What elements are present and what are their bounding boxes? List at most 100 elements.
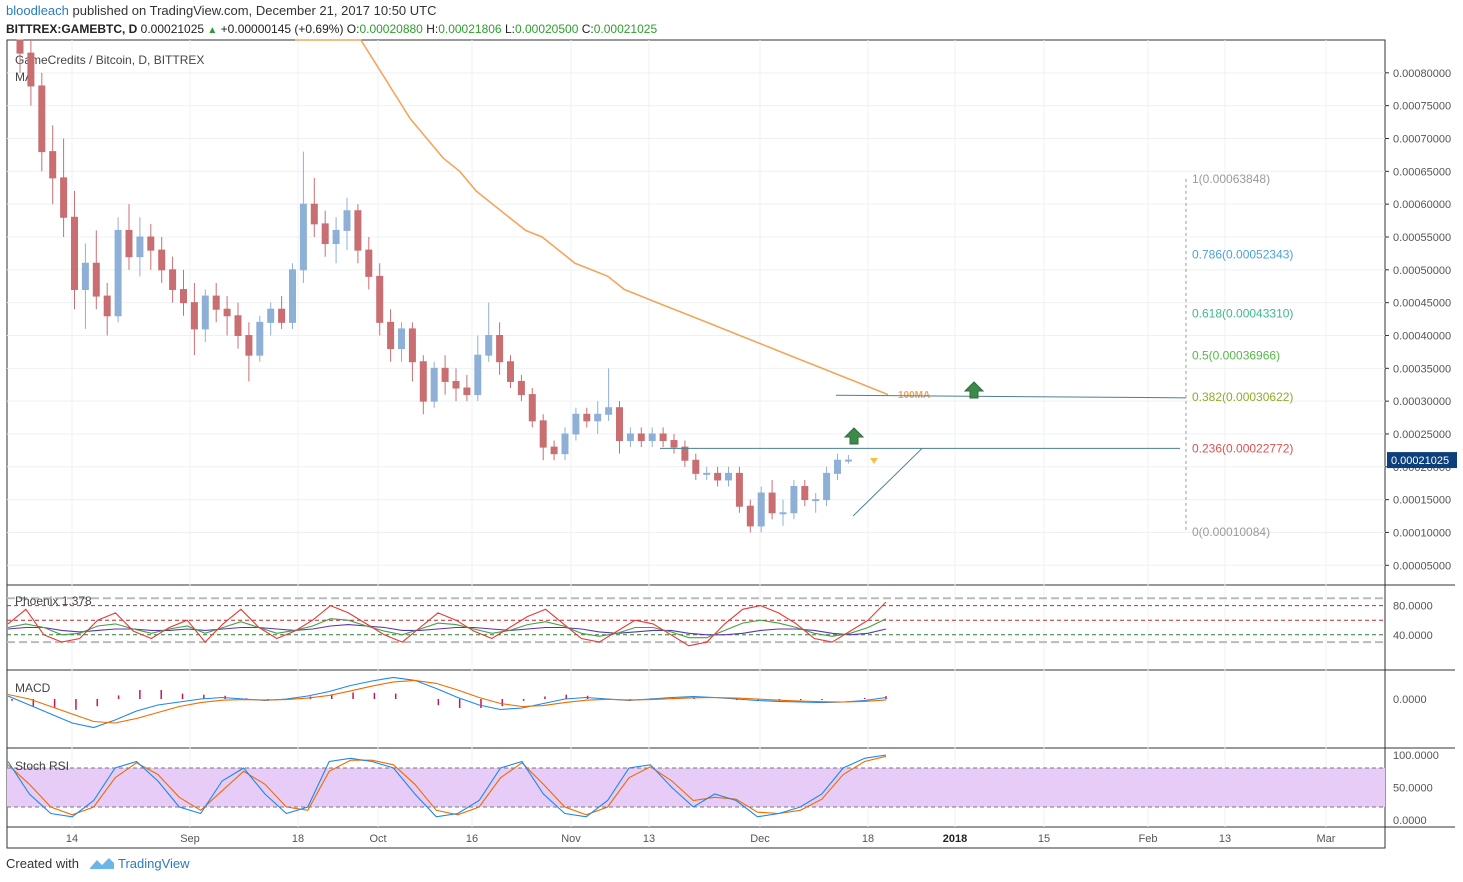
candle-body [267, 308, 275, 323]
publish-info: bloodleach published on TradingView.com,… [6, 3, 437, 18]
candle [212, 282, 220, 323]
low-value: 0.00020500 [514, 22, 579, 36]
phoenix-tick-label: 80.0000 [1393, 601, 1433, 613]
candle [692, 453, 700, 480]
trendline-support [852, 448, 923, 517]
candle-body [136, 236, 144, 258]
candle [147, 223, 155, 270]
author-link[interactable]: bloodleach [6, 3, 69, 18]
candle-body [365, 249, 373, 277]
candle-body [735, 472, 743, 507]
candle-body [234, 315, 242, 336]
candle-body [289, 269, 296, 323]
footer: Created with TradingView [6, 856, 190, 871]
price-tick-label: 0.00030000 [1393, 396, 1451, 408]
candle [550, 440, 558, 461]
candle [496, 322, 504, 375]
x-tick-label: Feb [1139, 833, 1158, 845]
fib-level-label: 0.382(0.00030622) [1192, 390, 1293, 404]
fib-level-label: 1(0.00063848) [1192, 172, 1270, 186]
candle-body [517, 380, 525, 396]
candle [801, 479, 809, 507]
candle [365, 236, 373, 290]
candle-body [790, 486, 798, 514]
candle [343, 197, 351, 251]
candle-body [223, 308, 231, 317]
macd-line [7, 676, 887, 729]
candle [398, 322, 405, 362]
candle [441, 355, 449, 395]
candle [419, 355, 427, 415]
candle-body [637, 433, 645, 442]
candle-body [768, 492, 776, 514]
x-tick-label: 13 [1219, 833, 1231, 845]
candle [844, 454, 852, 464]
candle-body [49, 151, 57, 179]
tradingview-link[interactable]: TradingView [118, 856, 190, 871]
candle-body [310, 203, 318, 225]
candle-body [714, 472, 722, 481]
last-price-badge [1387, 452, 1457, 469]
stoch-panel-label: Stoch RSI [15, 759, 69, 773]
chart-frame [6, 39, 1386, 849]
last-price-badge-label: 0.00021025 [1391, 455, 1449, 467]
x-tick-label: Mar [1317, 833, 1336, 845]
candle-body [343, 210, 351, 231]
candle [583, 407, 591, 428]
candle [267, 302, 275, 336]
candle [310, 177, 318, 237]
candle [60, 138, 68, 237]
candle-body [180, 289, 187, 304]
high-label: H: [426, 22, 439, 36]
x-tick-label: 15 [1038, 833, 1050, 845]
candle [528, 388, 536, 428]
candle-body [844, 459, 852, 462]
tradingview-logo-icon[interactable] [83, 856, 118, 871]
candle-body [114, 229, 122, 317]
price-change: +0.00000145 (+0.69%) [220, 22, 344, 36]
candle-body [408, 328, 416, 363]
up-arrow-icon [843, 427, 865, 445]
candle [289, 263, 296, 329]
price-tick-label: 0.00015000 [1393, 495, 1451, 507]
price-tick-label: 0.00045000 [1393, 298, 1451, 310]
candle [49, 125, 57, 205]
candle [408, 322, 416, 382]
price-tick-label: 0.00075000 [1393, 101, 1451, 113]
candle [779, 499, 787, 526]
x-tick-label: Sep [180, 833, 200, 845]
candle [561, 427, 569, 461]
candle-body [648, 433, 656, 442]
candle [594, 401, 602, 434]
candle [169, 256, 177, 303]
close-label: C: [581, 22, 594, 36]
candle-body [583, 413, 591, 422]
candle [659, 427, 667, 448]
candle-body [16, 39, 24, 54]
candle-body [779, 512, 787, 515]
candle-body [561, 433, 569, 455]
last-price: 0.00021025 [140, 22, 205, 36]
stoch-tick-label: 0.0000 [1393, 815, 1427, 827]
candle-body [387, 321, 395, 350]
candle [735, 466, 743, 513]
macd-tick-label: 0.0000 [1393, 694, 1427, 706]
close-value: 0.00021025 [593, 22, 658, 36]
candle [474, 335, 482, 402]
candle [71, 191, 78, 310]
up-triangle-icon: ▲ [207, 25, 218, 36]
candle-body [60, 177, 68, 218]
price-tick-label: 0.00035000 [1393, 363, 1451, 375]
candle [572, 407, 580, 441]
candle [746, 499, 754, 533]
x-tick-label: 14 [66, 833, 78, 845]
candle-body [376, 275, 384, 323]
candle-body [746, 505, 754, 527]
phoenix-tick-label: 40.0000 [1393, 630, 1433, 642]
candle-body [801, 486, 809, 501]
candle-body [256, 321, 264, 356]
up-arrow-icon [963, 381, 985, 399]
candle [626, 427, 634, 448]
candle-body [452, 380, 460, 389]
